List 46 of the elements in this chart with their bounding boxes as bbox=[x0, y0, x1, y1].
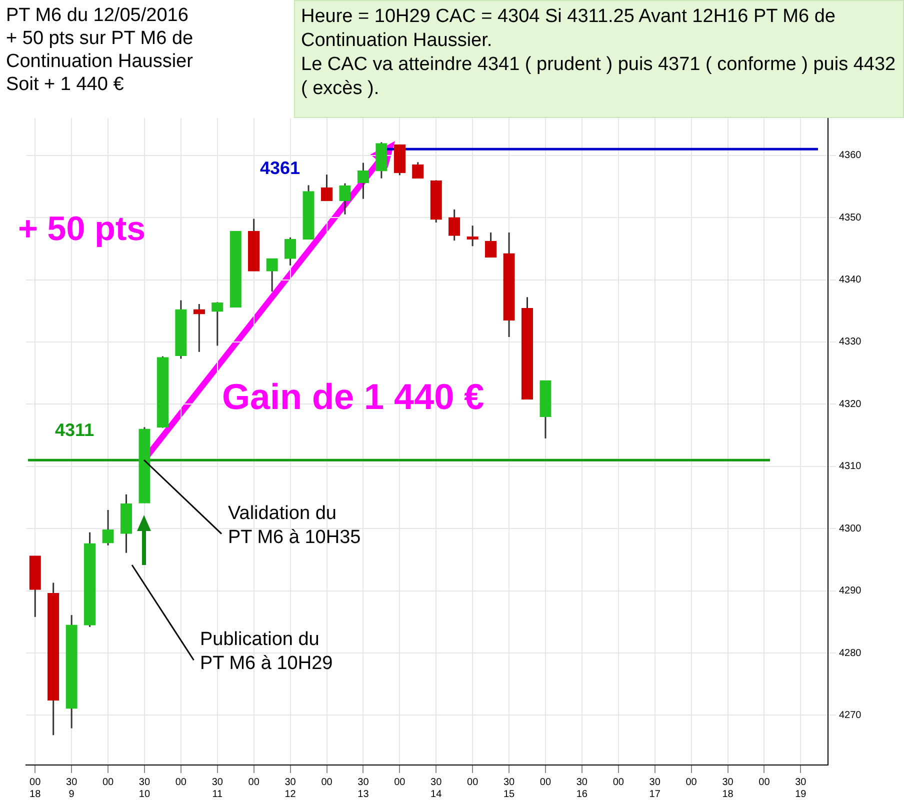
x-tick-label: 00 18 bbox=[30, 776, 42, 800]
y-tick-label: 4350 bbox=[839, 212, 862, 224]
x-tick-label: 00 bbox=[321, 776, 333, 788]
chart-title: PT M6 du 12/05/2016 + 50 pts sur PT M6 de Continuation Haussier Soit + 1 440 € bbox=[0, 0, 262, 100]
x-tick-label: 30 15 bbox=[503, 776, 516, 800]
annotation: Publication du PT M6 à 10H29 bbox=[200, 628, 333, 676]
annotation: Validation du PT M6 à 10H35 bbox=[228, 502, 361, 550]
y-tick-label: 4290 bbox=[839, 586, 862, 597]
x-tick-label: 00 bbox=[102, 776, 114, 788]
y-tick-label: 4270 bbox=[839, 710, 862, 721]
x-tick-label: 30 13 bbox=[358, 776, 370, 800]
annotation: + 50 pts bbox=[18, 210, 146, 249]
y-tick-label: 4300 bbox=[839, 523, 862, 534]
x-tick-label: 30 17 bbox=[649, 776, 661, 800]
x-tick-label: 00 bbox=[394, 776, 406, 788]
x-tick-label: 30 12 bbox=[284, 776, 296, 800]
x-tick-label: 00 bbox=[540, 776, 552, 788]
y-tick-label: 4340 bbox=[839, 274, 862, 286]
x-tick-label: 30 14 bbox=[430, 776, 442, 800]
x-tick-label: 00 bbox=[758, 776, 770, 788]
chart-subtitle: Heure = 10H29 CAC = 4304 Si 4311.25 Avant 12H16 PT M6 de Continuation Haussier. Le CAC va atteindre 4341 ( prudent ) puis 4371 ( conforme ) puis 4432 ( excès ). bbox=[294, 0, 904, 118]
candlestick bbox=[284, 236, 296, 266]
x-tick-label: 00 bbox=[686, 776, 698, 788]
candlestick bbox=[212, 301, 224, 346]
x-tick-label: 30 16 bbox=[576, 776, 588, 800]
x-tick-label: 30 18 bbox=[722, 776, 734, 800]
candlestick bbox=[193, 303, 205, 353]
x-tick-label: 30 9 bbox=[66, 776, 78, 800]
x-tick-label: 30 19 bbox=[795, 776, 807, 800]
y-tick-label: 4320 bbox=[839, 398, 862, 410]
x-tick-label: 00 bbox=[175, 776, 187, 788]
y-tick-label: 4360 bbox=[839, 150, 862, 162]
ref-line-label: 4361 bbox=[260, 158, 300, 179]
candlestick bbox=[466, 224, 478, 247]
candlestick bbox=[102, 509, 114, 546]
y-tick-label: 4330 bbox=[839, 336, 862, 348]
x-tick-label: 00 bbox=[612, 776, 624, 788]
y-tick-label: 4280 bbox=[839, 648, 862, 659]
y-tick-label: 4310 bbox=[839, 461, 862, 472]
x-tick-label: 00 bbox=[467, 776, 479, 788]
annotation: Gain de 1 440 € bbox=[222, 376, 484, 417]
x-tick-label: 30 10 bbox=[138, 776, 150, 800]
ref-line-label: 4311 bbox=[55, 420, 94, 441]
x-tick-label: 30 11 bbox=[212, 776, 224, 800]
candlestick bbox=[266, 258, 278, 292]
x-tick-label: 00 bbox=[248, 776, 260, 788]
